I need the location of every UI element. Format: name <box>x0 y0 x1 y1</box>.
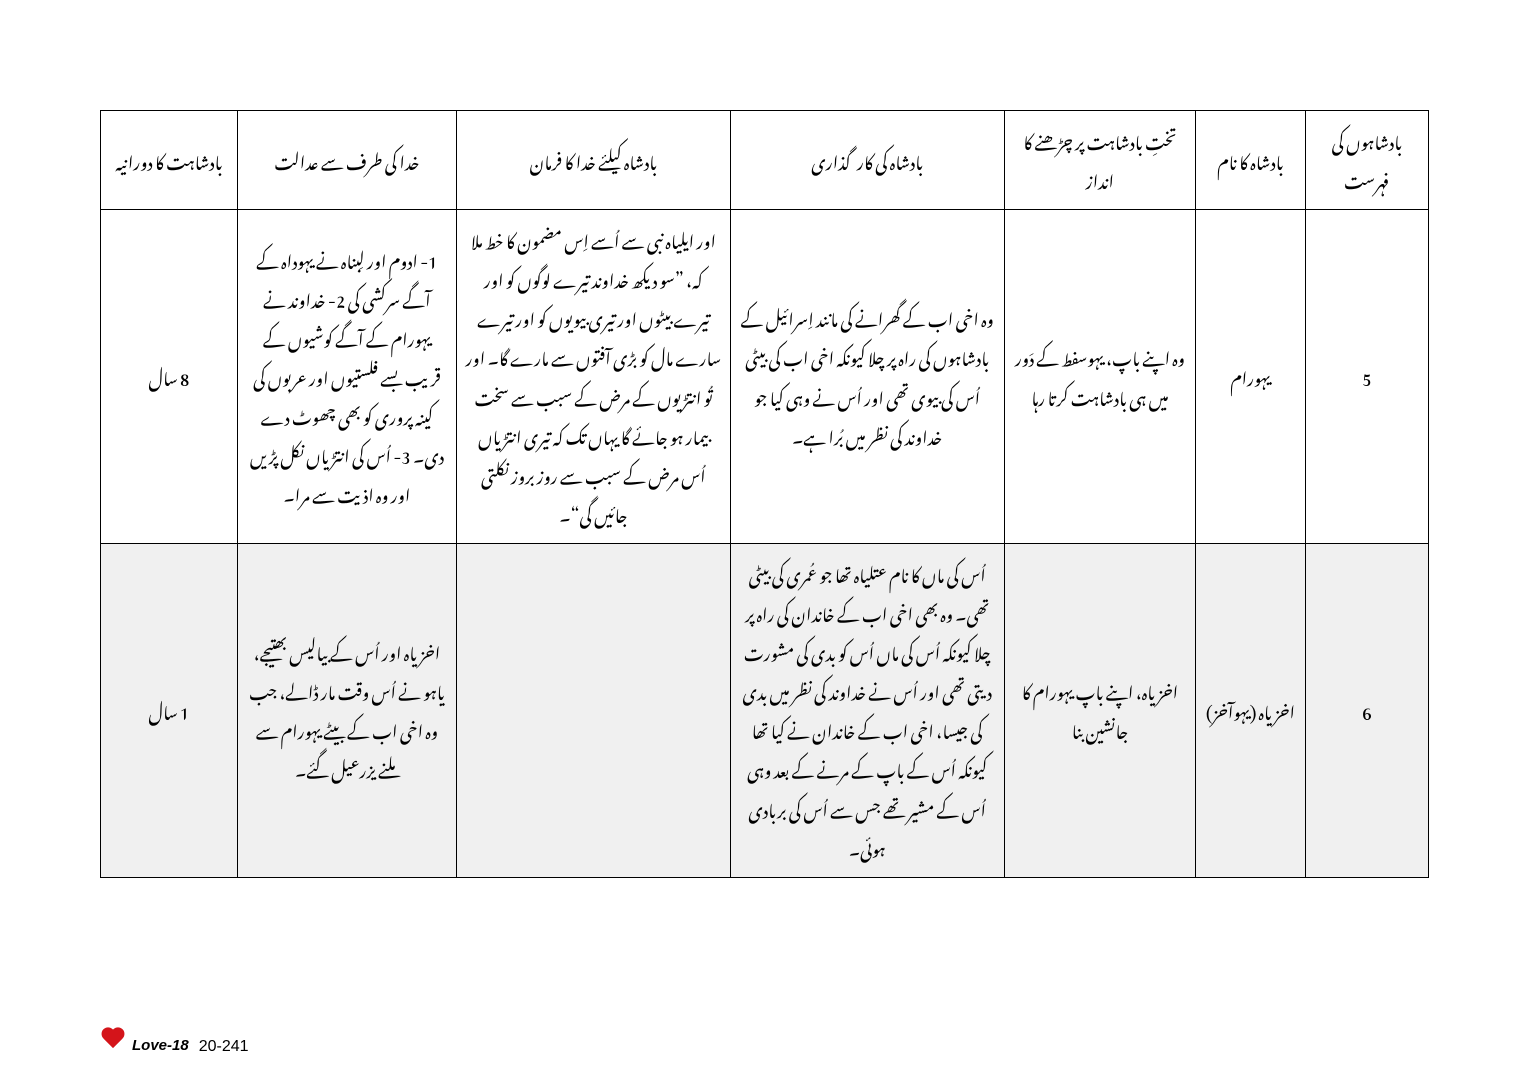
header-name: بادشاہ کا نام <box>1196 111 1306 210</box>
cell-judgment: اخزیاہ اور اُس کے بیالیس بھتیجے، یاہو نے… <box>237 543 456 877</box>
page-container: بادشاہوں کی فہرست بادشاہ کا نام تختِ باد… <box>0 0 1529 1080</box>
cell-duration: 8 سال <box>101 210 238 544</box>
cell-decree: اور ایلیاہ نبی سے اُسے اِس مضمون کا خط م… <box>457 210 731 544</box>
cell-index: 6 <box>1305 543 1428 877</box>
cell-accession: وہ اپنے باپ، یہوسفط کے دَور میں ہی بادشا… <box>1004 210 1196 544</box>
cell-performance: وہ اخی اب کے گھرانے کی مانند اِسرائیل کے… <box>730 210 1004 544</box>
header-duration: بادشاہت کا دورانیہ <box>101 111 238 210</box>
table-row: 5 یہورام وہ اپنے باپ، یہوسفط کے دَور میں… <box>101 210 1429 544</box>
cell-index: 5 <box>1305 210 1428 544</box>
footer: Love-18 20-241 <box>100 1028 249 1050</box>
cell-name: یہورام <box>1196 210 1306 544</box>
cell-name: اخزیاہ (یہوآخز) <box>1196 543 1306 877</box>
table-row: 6 اخزیاہ (یہوآخز) اخزیاہ، اپنے باپ یہورا… <box>101 543 1429 877</box>
header-decree: بادشاہ کیلئے خدا کا فرمان <box>457 111 731 210</box>
page-number: 20-241 <box>199 1038 249 1056</box>
brand-text: Love-18 <box>132 1037 189 1054</box>
header-row: بادشاہوں کی فہرست بادشاہ کا نام تختِ باد… <box>101 111 1429 210</box>
cell-performance: اُس کی ماں کا نام عتلیاہ تھا جو عُمری کی… <box>730 543 1004 877</box>
kings-table: بادشاہوں کی فہرست بادشاہ کا نام تختِ باد… <box>100 110 1429 878</box>
cell-accession: اخزیاہ، اپنے باپ یہورام کا جانشین بنا <box>1004 543 1196 877</box>
header-index: بادشاہوں کی فہرست <box>1305 111 1428 210</box>
header-judgment: خدا کی طرف سے عدالت <box>237 111 456 210</box>
header-performance: بادشاہ کی کارگذاری <box>730 111 1004 210</box>
cell-duration: 1 سال <box>101 543 238 877</box>
header-accession: تختِ بادشاہت پر چڑھنے کا انداز <box>1004 111 1196 210</box>
cell-decree <box>457 543 731 877</box>
cell-judgment: 1- ادوم اور لِبناہ نے یہوداہ کے آگے سرکش… <box>237 210 456 544</box>
heart-icon <box>100 1028 126 1050</box>
